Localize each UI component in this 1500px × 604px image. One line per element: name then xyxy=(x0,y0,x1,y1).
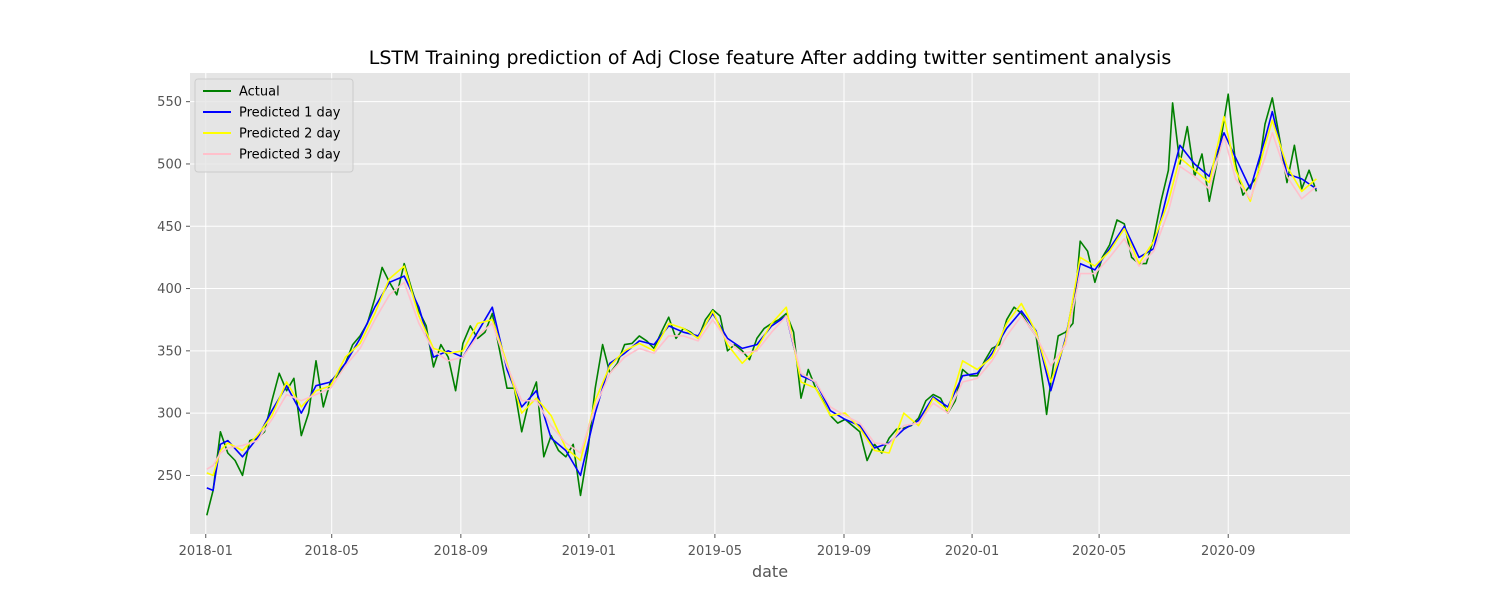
y-tick-label: 300 xyxy=(157,407,182,422)
legend-label: Predicted 1 day xyxy=(239,106,341,121)
x-tick-label: 2018-09 xyxy=(434,544,488,559)
legend: Actual Predicted 1 day Predicted 2 day Pred… xyxy=(194,78,354,173)
legend-label: Predicted 3 day xyxy=(239,148,341,163)
series-line-predicted-1-day xyxy=(206,110,1317,492)
legend-label: Actual xyxy=(239,85,280,100)
y-tick-label: 350 xyxy=(157,344,182,359)
legend-label: Predicted 2 day xyxy=(239,127,341,142)
x-tick-label: 2020-09 xyxy=(1201,544,1255,559)
plot-background xyxy=(190,73,1350,534)
x-tick-label: 2018-05 xyxy=(305,544,359,559)
chart-title: LSTM Training prediction of Adj Close fe… xyxy=(369,47,1171,69)
y-axis: 250 300 350 400 450 500 550 xyxy=(157,95,190,484)
x-tick-label: 2020-05 xyxy=(1072,544,1126,559)
y-tick-label: 500 xyxy=(157,157,182,172)
grid-lines xyxy=(190,73,1350,534)
series-layer xyxy=(206,93,1318,516)
x-axis-label: date xyxy=(752,562,788,581)
x-axis: 2018-01 2018-05 2018-09 2019-01 2019-05 2019-… xyxy=(179,534,1255,559)
x-tick-label: 2019-05 xyxy=(688,544,742,559)
series-line-predicted-2-day xyxy=(206,115,1317,477)
y-tick-label: 450 xyxy=(157,220,182,235)
x-tick-label: 2019-01 xyxy=(562,544,616,559)
y-tick-label: 400 xyxy=(157,282,182,297)
x-tick-label: 2019-09 xyxy=(817,544,871,559)
y-tick-label: 550 xyxy=(157,95,182,110)
series-line-predicted-3-day xyxy=(206,132,1317,470)
x-tick-label: 2020-01 xyxy=(945,544,999,559)
x-tick-label: 2018-01 xyxy=(179,544,233,559)
legend-box xyxy=(194,78,354,173)
y-tick-label: 250 xyxy=(157,469,182,484)
